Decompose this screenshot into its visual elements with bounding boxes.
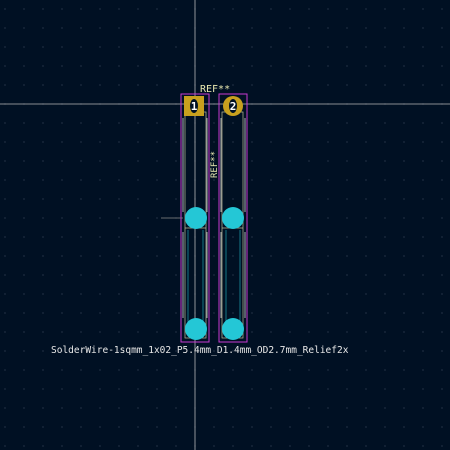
courtyard-right: [218, 93, 248, 343]
pad-2[interactable]: 2: [223, 96, 243, 116]
silkscreen-outline: [182, 118, 246, 318]
value-label[interactable]: SolderWire-1sqmm_1x02_P5.4mm_D1.4mm_OD2.…: [51, 345, 349, 356]
pad-1-drill: [190, 99, 198, 113]
relief-lines: [187, 230, 241, 322]
reference-label[interactable]: REF**: [200, 84, 230, 95]
relief-pad[interactable]: [222, 318, 244, 340]
reference-fab-label[interactable]: REF**: [210, 151, 220, 178]
relief-pads[interactable]: [185, 207, 244, 340]
pad-2-drill: [229, 99, 237, 113]
grid: [4, 8, 443, 447]
relief-pad[interactable]: [185, 318, 207, 340]
relief-pad[interactable]: [185, 207, 207, 229]
relief-pad[interactable]: [222, 207, 244, 229]
pad-2-number: 2: [230, 100, 237, 113]
pad-1[interactable]: 1: [184, 96, 204, 116]
pad-1-number: 1: [191, 100, 198, 113]
